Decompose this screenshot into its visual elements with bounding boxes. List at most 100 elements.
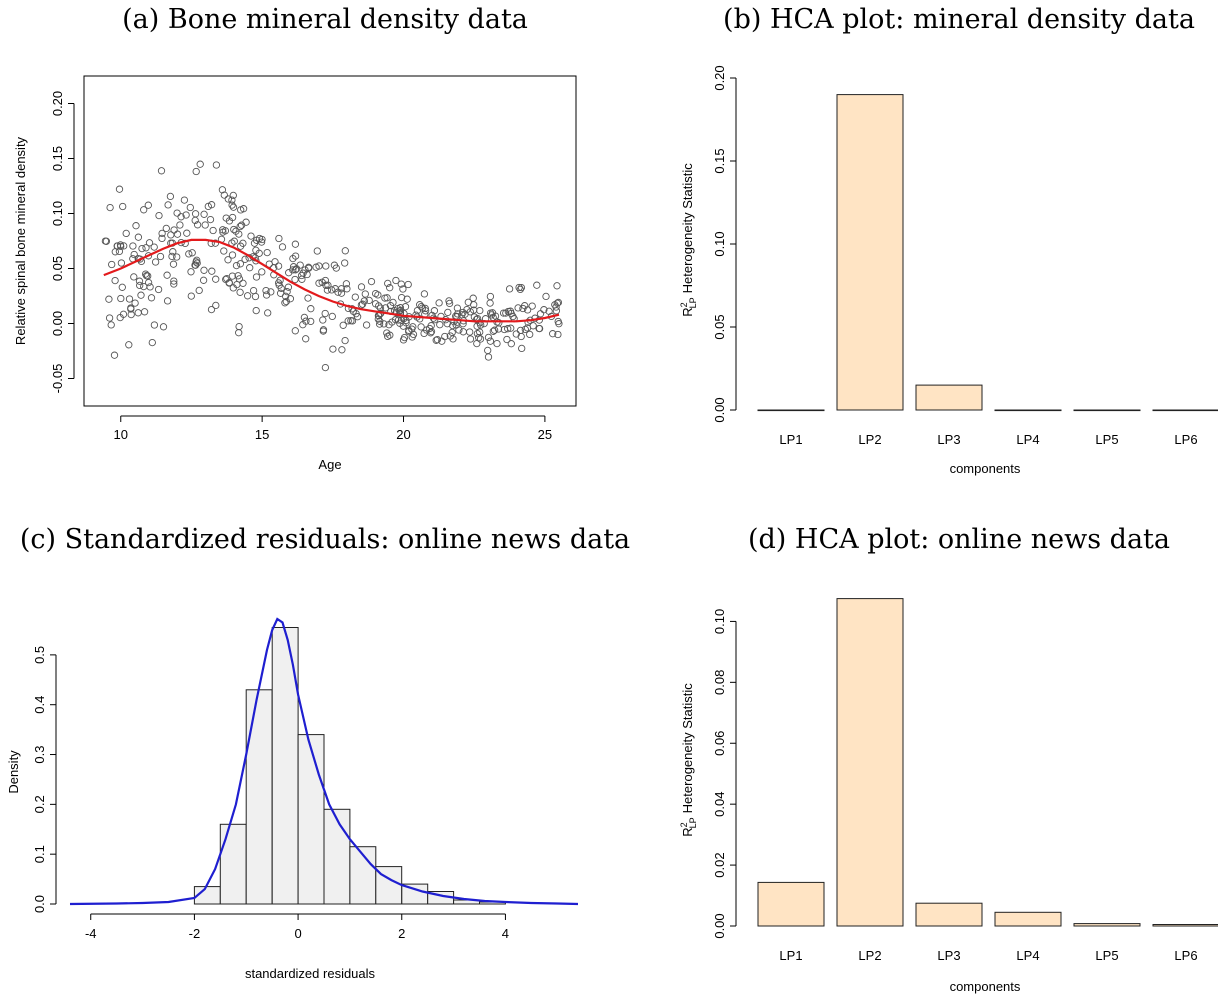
scatter-point [466, 328, 474, 336]
y-tick-label: 0.10 [712, 609, 727, 634]
scatter-point [119, 310, 128, 318]
scatter-point [111, 276, 119, 285]
scatter-point [291, 275, 299, 284]
scatter-point [147, 294, 156, 302]
y-axis-label-rest: Heterogeneity Statistic [680, 683, 695, 814]
scatter-points [101, 160, 563, 372]
y-tick-label: 0.0 [32, 895, 47, 913]
scatter-point [494, 325, 503, 333]
scatter-point [337, 289, 346, 297]
scatter-point [264, 309, 272, 317]
scatter-point [420, 290, 429, 298]
scatter-point [443, 320, 451, 328]
scatter-point [502, 309, 510, 317]
scatter-point [169, 260, 178, 268]
chart-c-standardized-residuals: -4 -2 0 2 4 0.0 0.1 0.2 0.3 0.4 0.5 standardized … [6, 617, 579, 981]
scatter-point [523, 324, 532, 332]
scatter-point [127, 305, 135, 313]
scatter-point [374, 291, 382, 299]
scatter-point [341, 247, 349, 255]
scatter-point [136, 281, 144, 290]
scatter-point [521, 325, 529, 334]
scatter-point [138, 244, 146, 253]
scatter-point [130, 250, 138, 259]
scatter-point [313, 247, 321, 255]
scatter-point [151, 258, 160, 266]
scatter-point [282, 297, 290, 306]
x-tick-label: -2 [189, 926, 201, 941]
bar-lp3 [915, 902, 983, 927]
scatter-point [173, 209, 181, 217]
scatter-point [331, 285, 339, 293]
scatter-point [289, 263, 298, 271]
scatter-point [225, 278, 233, 287]
scatter-point [381, 304, 390, 312]
scatter-point [117, 259, 126, 267]
scatter-point [146, 283, 154, 291]
scatter-point [291, 327, 299, 335]
scatter-point [200, 266, 208, 274]
y-axis: -0.05 0.00 0.05 0.10 0.15 0.20 [50, 91, 75, 393]
scatter-point [274, 262, 283, 270]
scatter-point [476, 328, 484, 336]
scatter-point [122, 229, 130, 238]
scatter-point [408, 333, 416, 341]
scatter-point [518, 344, 526, 353]
scatter-point [186, 203, 194, 212]
scatter-point [235, 329, 243, 337]
scatter-point [219, 226, 227, 234]
y-tick-label: 0.02 [712, 852, 727, 877]
scatter-point [170, 226, 178, 234]
y-tick-label: 0.04 [712, 792, 727, 817]
scatter-point [207, 305, 216, 314]
scatter-point [341, 259, 349, 267]
scatter-point [283, 288, 291, 296]
scatter-point [323, 286, 332, 294]
scatter-point [473, 339, 481, 348]
scatter-point [403, 295, 411, 303]
scatter-point [119, 202, 127, 211]
y-axis: 0.0 0.1 0.2 0.3 0.4 0.5 [32, 646, 57, 913]
scatter-point [232, 261, 241, 270]
scatter-point [436, 321, 444, 329]
scatter-point [107, 321, 115, 329]
y-tick-label: 0.05 [712, 314, 727, 339]
scatter-point [262, 286, 270, 295]
scatter-point [376, 317, 384, 325]
x-category-label: LP4 [1016, 432, 1039, 447]
scatter-point [206, 215, 215, 224]
scatter-point [421, 307, 430, 315]
scatter-point [342, 280, 351, 288]
scatter-point [239, 279, 247, 287]
scatter-point [384, 279, 392, 288]
scatter-point [490, 326, 499, 334]
scatter-point [551, 301, 559, 309]
scatter-point [430, 307, 439, 315]
scatter-point [416, 301, 424, 309]
y-tick-label: 0.5 [32, 646, 47, 664]
x-category-labels: LP1 LP2 LP3 LP4 LP5 LP6 [779, 432, 1197, 447]
scatter-point [170, 277, 178, 285]
scatter-point [307, 305, 315, 313]
y-axis-label-rest: Heterogeneity Statistic [680, 163, 695, 294]
y-axis: 0.00 0.02 0.04 0.06 0.08 0.10 [712, 609, 737, 939]
scatter-point [461, 310, 469, 318]
x-category-label: LP1 [779, 432, 802, 447]
scatter-point [396, 304, 405, 312]
bar-lp4 [994, 911, 1062, 927]
scatter-point [285, 269, 293, 277]
scatter-point [181, 239, 189, 248]
scatter-point [200, 210, 208, 218]
scatter-point [106, 203, 114, 212]
x-category-labels: LP1 LP2 LP3 LP4 LP5 LP6 [779, 948, 1197, 963]
scatter-point [110, 351, 119, 359]
scatter-point [140, 308, 149, 316]
scatter-point [232, 227, 240, 235]
scatter-point [554, 298, 563, 307]
scatter-point [117, 294, 125, 303]
scatter-point [208, 267, 216, 275]
scatter-point [170, 280, 178, 288]
scatter-point [427, 322, 435, 330]
scatter-point [263, 248, 271, 257]
scatter-point [476, 335, 485, 343]
